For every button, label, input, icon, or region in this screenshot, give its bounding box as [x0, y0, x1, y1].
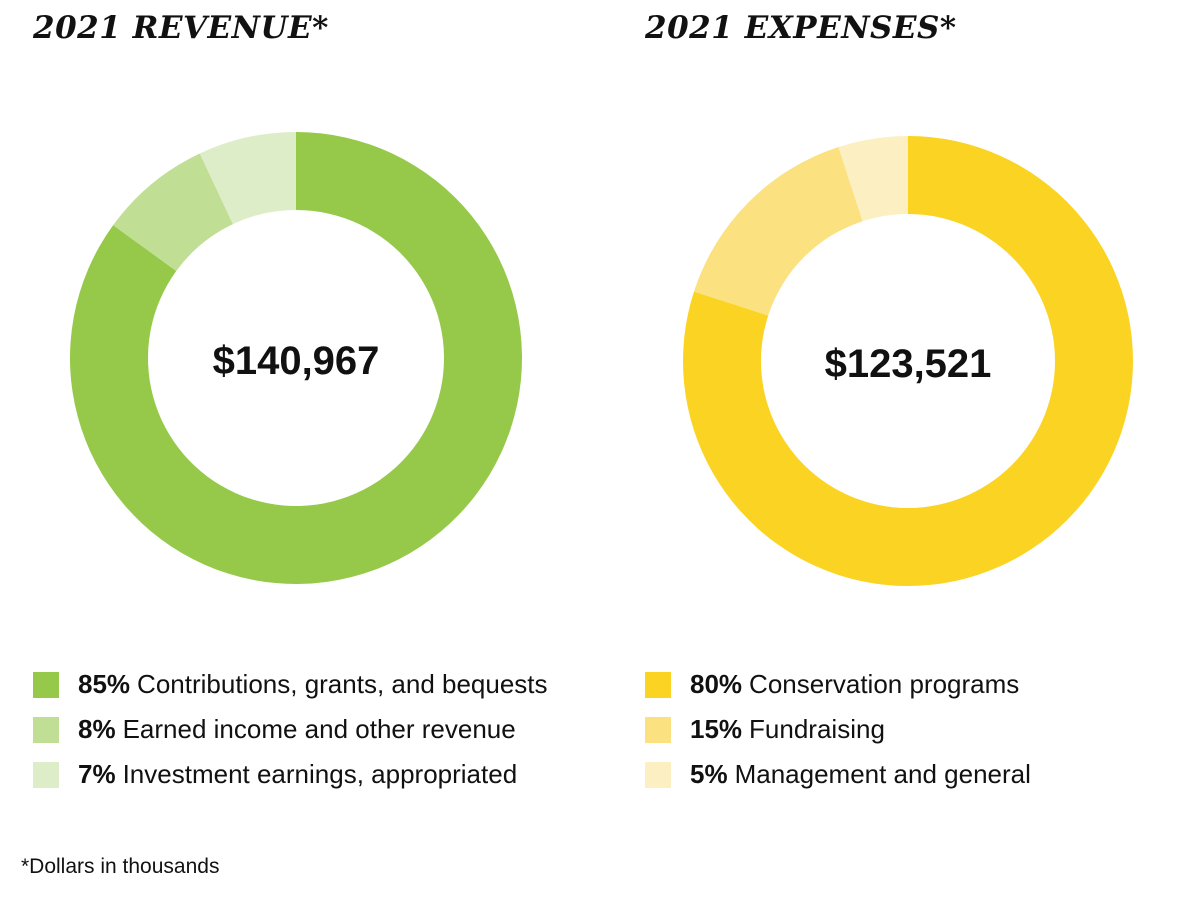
legend-label: Contributions, grants, and bequests [137, 669, 548, 699]
donut-slice-3 [199, 132, 296, 225]
legend-percent: 85% [78, 669, 131, 699]
legend-item: 15% Fundraising [645, 707, 1031, 752]
legend-item: 80% Conservation programs [645, 662, 1031, 707]
legend-swatch [33, 716, 59, 743]
donut-slice-1 [683, 136, 1134, 586]
expenses-total-label: $123,521 [825, 342, 992, 386]
donut-slice-2 [694, 147, 863, 316]
legend-swatch [645, 671, 671, 698]
legend-percent: 15% [690, 714, 743, 744]
legend-percent: 7% [78, 759, 116, 789]
donut-slice-2 [113, 153, 233, 272]
legend-item: 8% Earned income and other revenue [33, 707, 548, 752]
legend-label: Earned income and other revenue [122, 714, 516, 744]
legend-item: 85% Contributions, grants, and bequests [33, 662, 548, 707]
donut-slice-3 [838, 136, 908, 222]
revenue-donut-chart: $140,967 [69, 132, 523, 585]
revenue-chart-title: 2021 REVENUE* [33, 10, 329, 46]
legend-label: Investment earnings, appropriated [122, 759, 518, 789]
expenses-chart-title: 2021 EXPENSES* [645, 10, 957, 46]
legend-percent: 80% [690, 669, 743, 699]
legend-item: 7% Investment earnings, appropriated [33, 752, 548, 797]
legend-label: Conservation programs [749, 669, 1020, 699]
donut-slice-1 [69, 132, 523, 585]
expenses-legend: 80% Conservation programs 15% Fundraisin… [645, 662, 1031, 797]
legend-label: Fundraising [749, 714, 885, 744]
legend-swatch [645, 761, 671, 788]
revenue-legend: 85% Contributions, grants, and bequests … [33, 662, 548, 797]
expenses-donut-chart: $123,521 [683, 136, 1134, 586]
legend-item: 5% Management and general [645, 752, 1031, 797]
legend-swatch [33, 671, 59, 698]
legend-swatch [645, 716, 671, 743]
legend-swatch [33, 761, 59, 788]
footnote: *Dollars in thousands [21, 855, 220, 878]
legend-percent: 5% [690, 759, 728, 789]
legend-label: Management and general [734, 759, 1031, 789]
revenue-total-label: $140,967 [213, 339, 380, 383]
legend-percent: 8% [78, 714, 116, 744]
